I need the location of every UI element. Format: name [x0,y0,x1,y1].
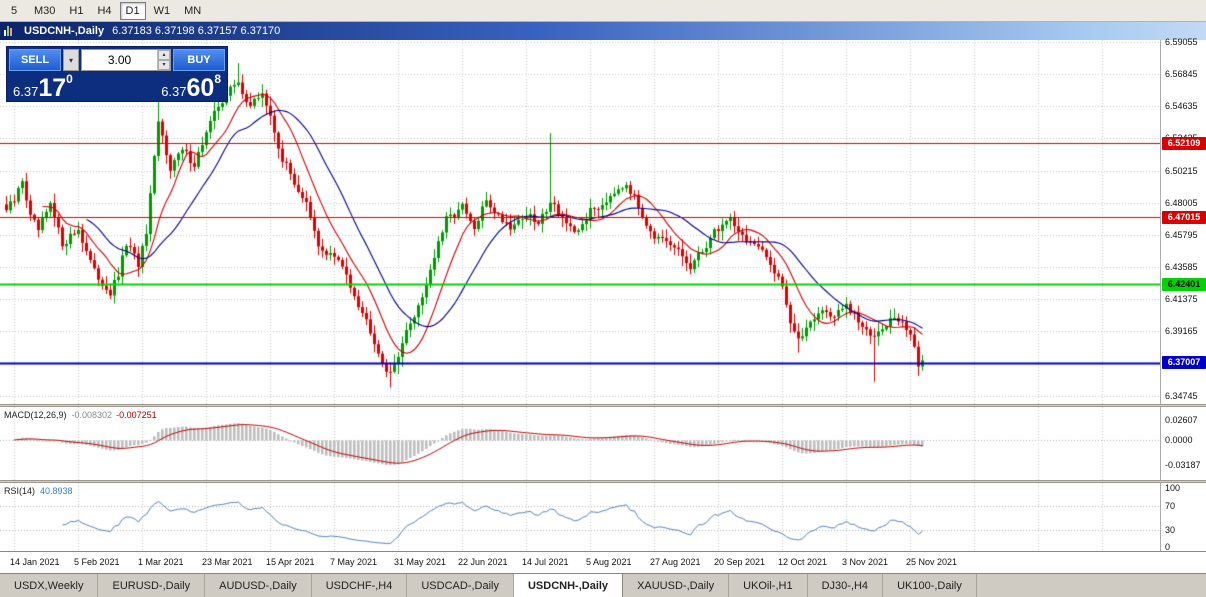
volume-field: ▴ ▾ [81,49,171,71]
price-tick-label: 6.41375 [1165,294,1198,305]
buy-price-big: 60 [186,74,215,102]
sell-price-big: 17 [38,74,67,102]
macd-axis: 0.02607 0.0000 -0.03187 [1160,407,1206,480]
price-tick-label: 6.45795 [1165,229,1198,240]
date-label: 23 Mar 2021 [202,557,253,567]
volume-increase-button[interactable]: ▴ [158,50,170,60]
rsi-tick-label: 0 [1165,542,1171,553]
macd-indicator-label: MACD(12,26,9) -0.008302 -0.007251 [4,410,157,420]
tab-audusd-daily[interactable]: AUDUSD-,Daily [205,574,312,597]
pane-splitter[interactable] [0,404,1206,407]
date-label: 12 Oct 2021 [778,557,828,567]
trade-options-dropdown[interactable]: ▾ [63,49,79,71]
sell-price-small: 6.37 [13,84,39,99]
timeframe-button-w1[interactable]: W1 [148,2,177,20]
price-tick-label: 6.54635 [1165,101,1198,112]
tab-usdcnh-daily[interactable]: USDCNH-,Daily [513,574,624,597]
timeframe-button-h4[interactable]: H4 [91,2,117,20]
macd-signal-value: -0.007251 [116,410,157,420]
sell-price: 6.37 17 0 [13,71,73,101]
date-label: 5 Feb 2021 [74,557,120,567]
date-label: 1 Mar 2021 [138,557,184,567]
price-tick-label: 6.59055 [1165,36,1198,47]
buy-price: 6.37 60 8 [161,71,221,101]
timeframe-toolbar: 5 M30 H1 H4 D1 W1 MN [0,0,1206,22]
price-line-badge: 6.47015 [1162,210,1206,224]
volume-decrease-button[interactable]: ▾ [158,60,170,70]
tab-dj30-h4[interactable]: DJ30-,H4 [807,574,884,597]
macd-name: MACD(12,26,9) [4,410,67,420]
tab-uk100-daily[interactable]: UK100-,Daily [883,574,977,597]
date-label: 27 Aug 2021 [650,557,701,567]
price-tick-label: 6.50215 [1165,165,1198,176]
price-line-badge: 6.42401 [1162,277,1206,291]
price-line-badge: 6.52109 [1162,136,1206,150]
price-tick-label: 6.34745 [1165,390,1198,401]
rsi-value: 40.8938 [40,486,73,496]
timeframe-button-5[interactable]: 5 [2,2,26,20]
macd-tick-label: 0.02607 [1165,415,1198,425]
date-label: 22 Jun 2021 [458,557,508,567]
rsi-tick-label: 30 [1165,524,1176,535]
macd-chart-canvas[interactable] [0,407,1160,480]
tab-eurusd-daily[interactable]: EURUSD-,Daily [98,574,206,597]
sell-price-sup: 0 [66,72,73,86]
rsi-tick-label: 70 [1165,500,1176,511]
buy-price-sup: 8 [214,72,221,86]
price-tick-label: 6.39165 [1165,326,1198,337]
date-label: 20 Sep 2021 [714,557,766,567]
buy-price-small: 6.37 [161,84,187,99]
time-axis: 14 Jan 2021 5 Feb 2021 1 Mar 2021 23 Mar 20… [0,551,1206,573]
date-label: 25 Nov 2021 [906,557,958,567]
tab-xauusd-daily[interactable]: XAUUSD-,Daily [623,574,730,597]
price-axis: 6.590556.568456.546356.524256.502156.480… [1160,36,1206,404]
macd-value: -0.008302 [71,410,113,420]
tab-ukoil-h1[interactable]: UKOil-,H1 [729,574,808,597]
rsi-tick-label: 100 [1165,482,1181,493]
volume-spinner: ▴ ▾ [157,50,170,70]
date-label: 5 Aug 2021 [586,557,632,567]
trade-controls-row: SELL ▾ ▴ ▾ BUY [9,49,225,71]
macd-tick-label: 0.0000 [1165,435,1193,446]
trade-prices-row: 6.37 17 0 6.37 60 8 [9,71,225,101]
price-line-badge: 6.37007 [1162,356,1206,370]
volume-input[interactable] [82,50,157,70]
date-label: 3 Nov 2021 [842,557,889,567]
pane-splitter[interactable] [0,480,1206,483]
price-tick-label: 6.56845 [1165,69,1198,80]
date-label: 31 May 2021 [394,557,447,567]
date-label: 14 Jul 2021 [522,557,569,567]
chart-title-symbol: USDCNH-,Daily [24,25,105,37]
date-label: 15 Apr 2021 [266,557,315,567]
rsi-name: RSI(14) [4,486,36,496]
tab-usdcad-daily[interactable]: USDCAD-,Daily [407,574,514,597]
buy-button[interactable]: BUY [173,49,225,71]
sell-button[interactable]: SELL [9,49,61,71]
price-tick-label: 6.43585 [1165,262,1198,273]
timeframe-button-d1[interactable]: D1 [119,1,146,20]
rsi-chart-canvas[interactable] [0,483,1160,551]
chart-icon [4,26,16,36]
chart-title-bar[interactable]: USDCNH-,Daily 6.37183 6.37198 6.37157 6.… [0,22,1206,40]
rsi-indicator-label: RSI(14) 40.8938 [4,486,73,496]
macd-tick-label: -0.03187 [1165,459,1201,470]
timeframe-button-m30[interactable]: M30 [28,2,61,20]
chart-title-quotes: 6.37183 6.37198 6.37157 6.37170 [112,25,281,37]
tab-usdchf-h4[interactable]: USDCHF-,H4 [311,574,408,597]
rsi-axis: 100 70 30 0 [1160,482,1206,553]
date-label: 7 May 2021 [330,557,378,567]
timeframe-button-h1[interactable]: H1 [63,2,89,20]
timeframe-button-mn[interactable]: MN [178,2,207,20]
date-label: 14 Jan 2021 [10,557,60,567]
tab-usdx-weekly[interactable]: USDX,Weekly [0,574,99,597]
price-tick-label: 6.48005 [1165,197,1198,208]
chart-tab-bar: USDX,Weekly EURUSD-,Daily AUDUSD-,Daily USD… [0,573,1206,597]
